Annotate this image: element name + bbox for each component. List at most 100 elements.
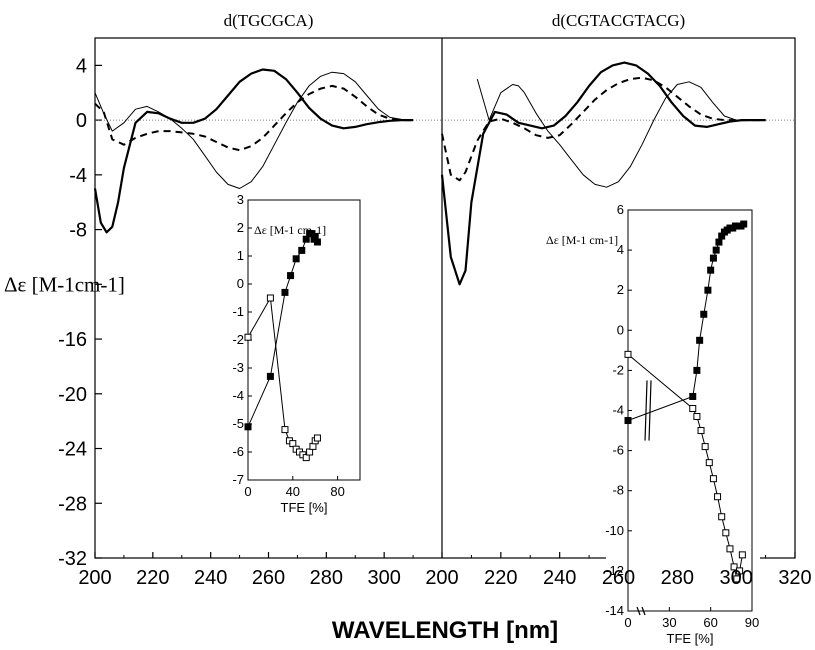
panel-title: d(CGTACGTACG) [552, 11, 685, 30]
inset-x-tick-label: 60 [703, 615, 717, 630]
y-axis-label: Δε [M-1cm-1] [4, 272, 125, 296]
inset-y-tick-label: -6 [232, 444, 244, 459]
inset-x-tick-label: 90 [745, 615, 759, 630]
y-tick-label: -8 [69, 220, 87, 242]
axis-break-mark [636, 606, 641, 616]
x-tick-label: 260 [252, 567, 285, 589]
inset-y-tick-label: -4 [612, 403, 624, 418]
inset-open-point [281, 426, 289, 434]
inset-open-point [624, 350, 632, 358]
inset-background [606, 202, 760, 611]
spectrum-thin-line [476, 78, 766, 188]
inset-x-tick-label: 0 [244, 484, 251, 499]
x-tick-label: 320 [778, 567, 811, 589]
inset-x-tick-label: 30 [662, 615, 676, 630]
x-tick-label: 220 [136, 567, 169, 589]
inset-filled-point [689, 392, 697, 400]
inset-open-point [722, 529, 730, 537]
inset-filled-point [313, 238, 321, 246]
inset-open-point [718, 513, 726, 521]
y-tick-label: -32 [58, 548, 87, 570]
inset-y-tick-label: 2 [237, 220, 244, 235]
x-tick-label: 240 [543, 567, 576, 589]
inset-y-tick-label: -10 [605, 523, 624, 538]
inset-filled-point [266, 372, 274, 380]
inset-filled-point [292, 255, 300, 263]
inset-open-point [244, 333, 252, 341]
y-tick-label: 4 [76, 55, 87, 77]
inset-y-tick-label: -2 [612, 362, 624, 377]
inset-open-point [709, 475, 717, 483]
inset-x-tick-label: 40 [286, 484, 300, 499]
inset-y-tick-label: 1 [237, 248, 244, 263]
x-tick-label: 200 [78, 567, 111, 589]
inset-open-point [738, 551, 746, 559]
axis-break-mark [641, 606, 646, 616]
spectrum-thick-line [440, 61, 766, 286]
panel-title: d(TGCGCA) [224, 11, 314, 30]
y-tick-label: -28 [58, 493, 87, 515]
inset-y-tick-label: -5 [232, 416, 244, 431]
inset-open-point [313, 434, 321, 442]
inset-y-tick-label: 0 [237, 276, 244, 291]
x-axis-label: WAVELENGTH [nm] [332, 617, 558, 644]
inset-filled-point [712, 246, 720, 254]
inset-filled-point [244, 423, 252, 431]
x-tick-label: 300 [719, 567, 752, 589]
x-tick-label: 200 [425, 567, 458, 589]
inset-y-tick-label: -14 [605, 603, 624, 618]
inset-filled-point [298, 246, 306, 254]
axis-break-mark [648, 380, 652, 441]
inset-y-tick-label: -12 [605, 563, 624, 578]
x-tick-label: 260 [602, 567, 635, 589]
inset-filled-point [700, 310, 708, 318]
series-layer [93, 61, 766, 286]
inset-filled-point [693, 366, 701, 374]
inset-y-tick-label: 2 [617, 282, 624, 297]
inset-open-point [689, 404, 697, 412]
x-tick-label: 280 [661, 567, 694, 589]
inset-y-tick-label: 4 [617, 242, 624, 257]
inset-open-point [714, 493, 722, 501]
x-tick-label: 220 [484, 567, 517, 589]
x-tick-label: 300 [367, 567, 400, 589]
inset-open-point [726, 545, 734, 553]
y-tick-label: -24 [58, 439, 87, 461]
inset-x-tick-label: 80 [330, 484, 344, 499]
spectrum-dashed-line [441, 76, 766, 182]
inset-open-point [736, 567, 744, 575]
inset-filled-point [624, 417, 632, 425]
inset-filled-point [696, 336, 704, 344]
inset-open-point [701, 443, 709, 451]
spectrum-thin-line [94, 71, 414, 189]
inset-y-tick-label: -3 [232, 360, 244, 375]
y-tick-label: -4 [69, 165, 87, 187]
inset-y-tick-label: -8 [612, 483, 624, 498]
inset-y-tick-label: -1 [232, 304, 244, 319]
inset-filled-point [709, 254, 717, 262]
inset-y-tick-label: 0 [617, 322, 624, 337]
inset-y-tick-label: -7 [232, 472, 244, 487]
inset-y-tick-label: -2 [232, 332, 244, 347]
axis-break-mark [644, 380, 648, 441]
inset-open-point [693, 413, 701, 421]
inset-filled-point [281, 288, 289, 296]
y-tick-label: 0 [76, 110, 87, 132]
inset-open-point [730, 563, 738, 571]
inset-y-tick-label: 6 [617, 202, 624, 217]
inset-open-point [733, 575, 741, 583]
inset-y-tick-label: 3 [237, 192, 244, 207]
inset-filled-point [704, 286, 712, 294]
spectrum-thick-line [93, 68, 414, 234]
inset-y-axis-label: Δε [M-1 cm-1] [546, 233, 618, 247]
x-tick-label: 240 [194, 567, 227, 589]
inset-open-point [705, 459, 713, 467]
y-tick-label: -20 [58, 384, 87, 406]
inset-x-tick-label: 0 [624, 615, 631, 630]
spectrum-dashed-line [94, 84, 414, 152]
inset-y-tick-label: -6 [612, 443, 624, 458]
plot-frame [94, 37, 796, 559]
